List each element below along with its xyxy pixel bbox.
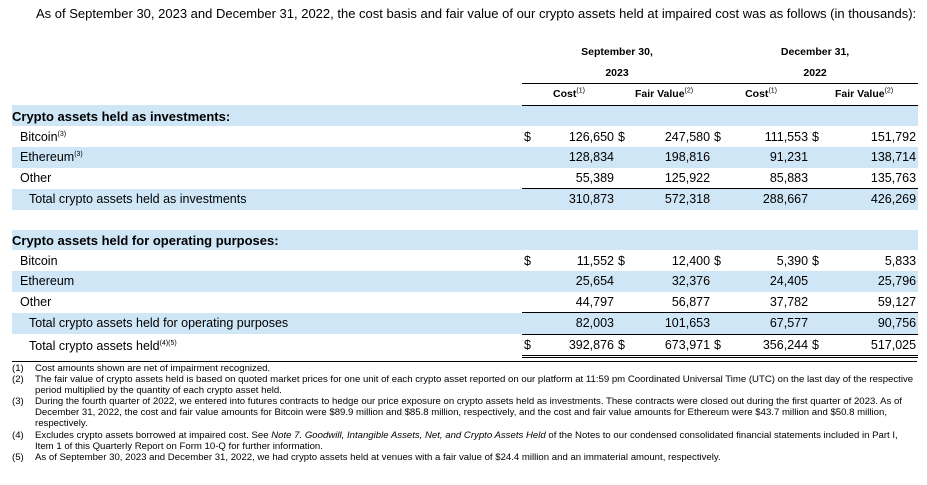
table-row: Other 44,797 56,877 37,782 59,127	[20, 294, 917, 310]
footnote: (1) Cost amounts shown are net of impairm…	[12, 363, 271, 374]
table-row: Other 55,389 125,922 85,883 135,763	[20, 170, 917, 186]
header-row-period: September 30, December 31,	[12, 42, 918, 63]
footnote: (3) During the fourth quarter of 2022, we…	[12, 396, 902, 430]
header-row-year: 2023 2022	[12, 63, 918, 84]
period2-year: 2022	[803, 66, 827, 79]
header-row-columns: Cost(1) Fair Value(2) Cost(1) Fair Value…	[12, 83, 919, 106]
table-row: Ethereum 25,654 32,376 24,405 25,796	[12, 270, 919, 292]
col-cost-2022: Cost(1)	[712, 83, 811, 106]
footnotes: (1) Cost amounts shown are net of impairm…	[12, 361, 917, 463]
col-cost-2023: Cost(1)	[522, 83, 616, 106]
period2-header: December 31,	[780, 46, 850, 59]
footnote: (4) Excludes crypto assets borrowed at i…	[12, 429, 898, 452]
footnote: (2) The fair value of crypto assets held …	[12, 374, 914, 397]
table-row: Ethereum(3) 128,834 198,816 91,231 138,7…	[12, 146, 919, 168]
col-fair-value-2023: Fair Value(2)	[616, 83, 713, 106]
total-row-investments: Total crypto assets held as investments …	[12, 188, 919, 210]
total-row-operating: Total crypto assets held for operating p…	[12, 312, 919, 335]
grand-total-row: Total crypto assets held(4)(5) $ 392,876…	[12, 333, 919, 359]
col-fair-value-2022: Fair Value(2)	[810, 83, 919, 106]
footnote: (5) As of September 30, 2023 and December…	[12, 451, 721, 463]
intro-paragraph: As of September 30, 2023 and December 31…	[36, 6, 917, 21]
section-title-investments: Crypto assets held as investments:	[12, 105, 919, 127]
table-row: Bitcoin $ 11,552 $ 12,400 $ 5,390 $ 5,83…	[20, 253, 917, 268]
table-row: Bitcoin(3) $ 126,650 $ 247,580 $ 111,553…	[20, 129, 917, 144]
period1-year: 2023	[605, 66, 629, 79]
period1-header: September 30,	[581, 46, 653, 59]
crypto-assets-table: September 30, December 31, 2023 2022 Cos…	[12, 42, 919, 359]
section-title-operating: Crypto assets held for operating purpose…	[12, 229, 919, 251]
